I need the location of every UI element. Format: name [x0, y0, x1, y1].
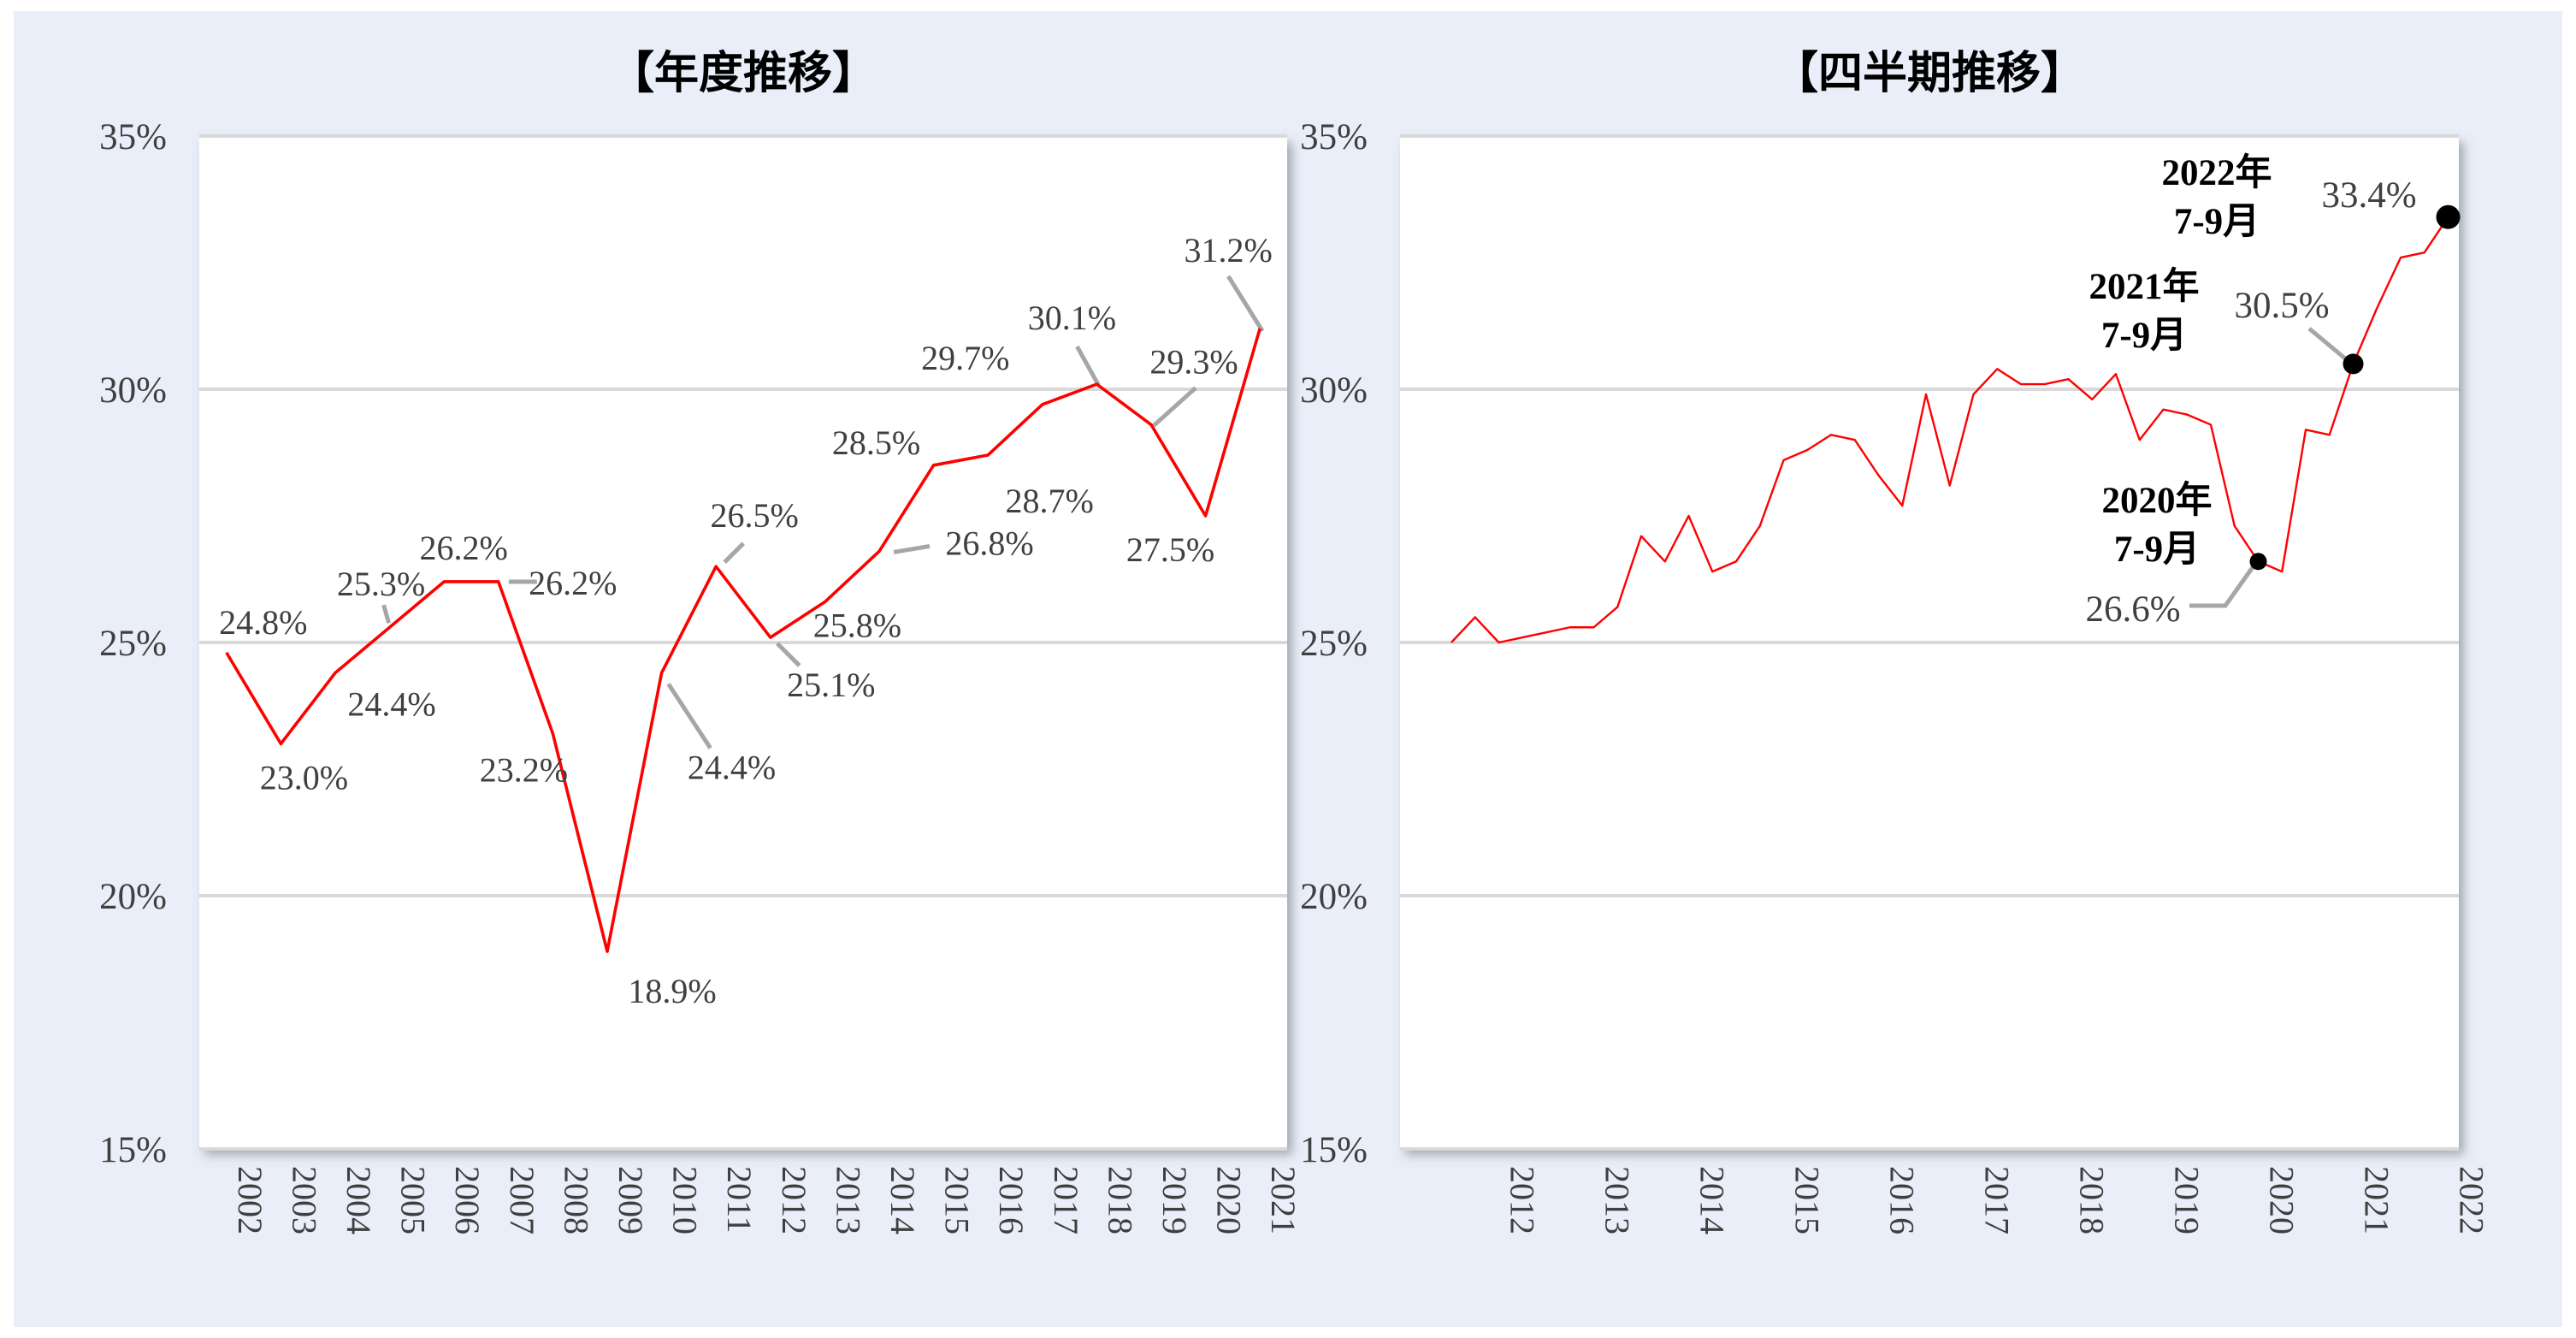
- annotation-period-label: 7-9月: [2101, 316, 2187, 356]
- highlight-dot: [2343, 353, 2364, 375]
- annotation-value-label: 30.5%: [2234, 286, 2329, 326]
- x-tick-label: 2019: [2168, 1166, 2207, 1234]
- x-tick-label: 2015: [1788, 1166, 1827, 1234]
- label-leader-line: [723, 542, 745, 564]
- y-tick-label: 20%: [1300, 877, 1368, 917]
- x-tick-label: 2016: [1883, 1166, 1922, 1234]
- data-label: 31.2%: [1185, 231, 1273, 269]
- label-leader-line: [666, 683, 712, 749]
- quarterly-trend-line: [1450, 216, 2449, 644]
- data-label: 23.2%: [480, 751, 568, 790]
- data-label: 26.5%: [711, 496, 799, 535]
- x-tick-label: 2002: [231, 1166, 269, 1234]
- x-tick-label: 2022: [2453, 1166, 2491, 1234]
- y-tick-label: 15%: [99, 1130, 167, 1170]
- x-tick-label: 2021: [2358, 1166, 2396, 1234]
- x-tick-label: 2006: [448, 1166, 487, 1234]
- label-leader-line: [1226, 275, 1265, 333]
- data-label: 26.2%: [420, 529, 508, 567]
- data-label: 26.2%: [529, 564, 617, 602]
- quarterly-chart-plot: 35% 30% 25% 20% 15% 2012 2013 2014 2015 2016 2017 2…: [1300, 117, 2490, 1234]
- x-tick-label: 2017: [1978, 1166, 2017, 1234]
- x-tick-label: 2012: [1504, 1166, 1542, 1234]
- data-label: 28.5%: [832, 423, 920, 462]
- x-tick-label: 2016: [992, 1166, 1031, 1234]
- x-tick-label: 2007: [503, 1166, 541, 1234]
- x-tick-label: 2012: [775, 1166, 813, 1234]
- annotation-period-label: 2020年: [2102, 480, 2213, 521]
- annotation-period-label: 2021年: [2089, 266, 2200, 307]
- label-leader-line: [381, 604, 392, 624]
- annotation-period-label: 7-9月: [2114, 530, 2200, 570]
- x-tick-label: 2014: [883, 1166, 922, 1234]
- data-label: 24.4%: [688, 749, 776, 787]
- x-tick-label: 2018: [2073, 1166, 2112, 1234]
- x-tick-label: 2005: [394, 1166, 433, 1234]
- x-tick-label: 2014: [1693, 1166, 1732, 1234]
- quarterly-trend-chart: 【四半期推移】 35% 30% 25% 20% 15% 2012 2013 2014 2015 2…: [1300, 49, 2490, 1234]
- annual-trend-chart: 【年度推移】 35% 30% 25% 20% 15% 2002 2003 2004 2005 20…: [99, 49, 1303, 1234]
- x-tick-label: 2003: [285, 1166, 323, 1234]
- x-tick-label: 2021: [1264, 1166, 1303, 1234]
- annotation-leader-line: [2307, 327, 2347, 360]
- data-label: 29.3%: [1149, 342, 1238, 381]
- data-label: 25.3%: [337, 565, 425, 603]
- x-tick-label: 2013: [1598, 1166, 1637, 1234]
- y-tick-label: 35%: [99, 117, 167, 157]
- annual-chart-plot: 35% 30% 25% 20% 15% 2002 2003 2004 2005 2006 2007 2…: [99, 117, 1303, 1234]
- x-tick-label: 2015: [938, 1166, 977, 1234]
- dual-line-charts: 【年度推移】 35% 30% 25% 20% 15% 2002 2003 2004 2005 20…: [99, 49, 2490, 1234]
- data-label: 24.8%: [219, 603, 307, 642]
- label-leader-line: [1075, 345, 1101, 387]
- y-tick-label: 35%: [1300, 117, 1368, 157]
- annotation-value-label: 26.6%: [2085, 589, 2180, 630]
- x-tick-label: 2017: [1047, 1166, 1085, 1234]
- annotation-period-label: 2022年: [2162, 152, 2272, 193]
- y-tick-label: 20%: [99, 877, 167, 917]
- y-tick-label: 30%: [99, 370, 167, 411]
- x-tick-label: 2011: [720, 1166, 759, 1234]
- y-tick-label: 25%: [1300, 624, 1368, 664]
- data-label: 24.4%: [347, 685, 435, 724]
- annotation-leader-line: [2189, 565, 2255, 608]
- data-label: 25.1%: [787, 666, 875, 704]
- data-label: 25.8%: [813, 607, 901, 645]
- label-leader-line: [1152, 386, 1197, 428]
- data-label: 27.5%: [1126, 530, 1214, 569]
- quarterly-chart-title: 【四半期推移】: [1774, 49, 2085, 98]
- annual-chart-title: 【年度推移】: [610, 49, 877, 98]
- highlight-dot: [2436, 204, 2461, 229]
- highlight-dot: [2249, 553, 2267, 571]
- data-label: 23.0%: [260, 758, 348, 796]
- x-tick-label: 2013: [829, 1166, 867, 1234]
- x-tick-label: 2004: [340, 1166, 378, 1234]
- x-tick-label: 2009: [612, 1166, 650, 1234]
- chart-canvas-background: 【年度推移】 35% 30% 25% 20% 15% 2002 2003 2004 2005 20…: [14, 11, 2562, 1327]
- annual-trend-line: [225, 328, 1261, 953]
- label-leader-line: [776, 642, 801, 667]
- x-tick-label: 2010: [666, 1166, 705, 1234]
- data-label: 29.7%: [921, 339, 1009, 377]
- x-tick-label: 2018: [1101, 1166, 1139, 1234]
- label-leader-line: [893, 543, 931, 554]
- data-label: 28.7%: [1006, 482, 1094, 520]
- x-tick-label: 2019: [1155, 1166, 1194, 1234]
- data-label: 26.8%: [945, 524, 1033, 562]
- data-label: 18.9%: [628, 972, 716, 1010]
- x-tick-label: 2008: [557, 1166, 595, 1234]
- annotation-value-label: 33.4%: [2321, 175, 2416, 216]
- x-tick-label: 2020: [2263, 1166, 2301, 1234]
- y-tick-label: 30%: [1300, 370, 1368, 411]
- data-label: 30.1%: [1028, 299, 1116, 337]
- y-tick-label: 15%: [1300, 1130, 1368, 1170]
- x-tick-label: 2020: [1210, 1166, 1249, 1234]
- annotation-period-label: 7-9月: [2174, 202, 2260, 242]
- y-tick-label: 25%: [99, 624, 167, 664]
